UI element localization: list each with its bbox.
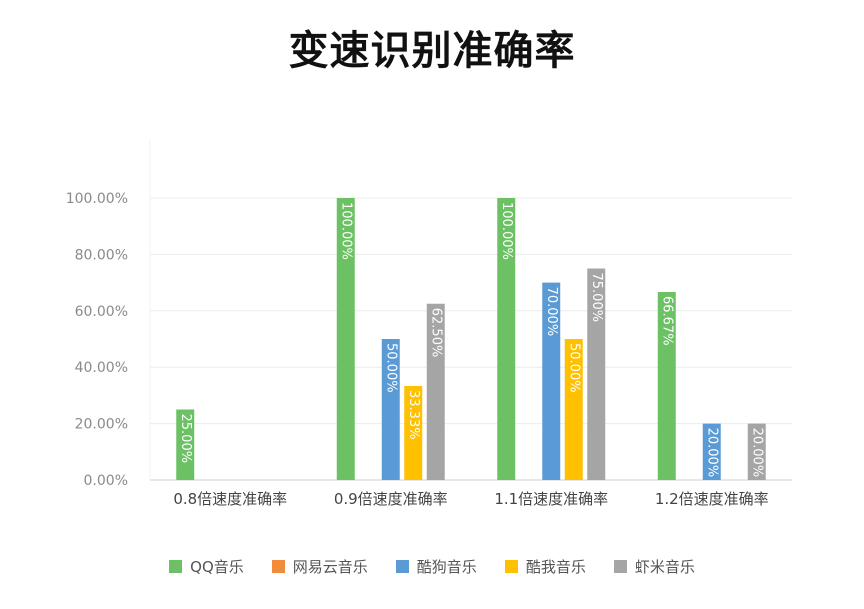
data-label: 20.00% <box>704 428 719 478</box>
data-label: 62.50% <box>428 308 443 358</box>
y-tick-label: 100.00% <box>66 191 128 207</box>
legend-swatch <box>271 560 285 573</box>
data-label: 75.00% <box>589 273 604 323</box>
data-label: 66.67% <box>659 296 674 346</box>
bar <box>404 386 423 480</box>
legend-label: 酷我音乐 <box>525 558 586 576</box>
x-tick-label: 1.1倍速度准确率 <box>494 490 608 508</box>
data-label: 100.00% <box>338 202 353 260</box>
x-tick-label: 0.9倍速度准确率 <box>334 490 448 508</box>
bar <box>587 268 606 480</box>
legend-swatch <box>504 560 518 573</box>
legend-label: QQ音乐 <box>190 558 244 576</box>
data-label: 33.33% <box>406 390 421 440</box>
bar <box>381 339 400 480</box>
legend-label: 虾米音乐 <box>634 558 695 576</box>
bar <box>542 282 561 480</box>
data-label: 25.00% <box>178 414 193 464</box>
legend-item: QQ音乐 <box>169 556 244 577</box>
x-tick-label: 0.8倍速度准确率 <box>173 490 287 508</box>
bar <box>564 339 583 480</box>
legend-item: 虾米音乐 <box>613 556 695 577</box>
legend-swatch <box>169 560 183 573</box>
chart-legend: QQ音乐 网易云音乐 酷狗音乐 酷我音乐 虾米音乐 <box>0 556 864 577</box>
bar <box>747 423 766 480</box>
legend-item: 酷狗音乐 <box>395 556 477 577</box>
bar <box>336 198 355 480</box>
y-tick-label: 0.00% <box>84 473 128 489</box>
legend-label: 网易云音乐 <box>292 558 368 576</box>
x-tick-label: 1.2倍速度准确率 <box>655 490 769 508</box>
bar <box>702 423 721 480</box>
bar <box>426 303 445 480</box>
legend-swatch <box>613 560 627 573</box>
legend-label: 酷狗音乐 <box>416 558 477 576</box>
legend-item: 酷我音乐 <box>504 556 586 577</box>
legend-swatch <box>395 560 409 573</box>
y-tick-label: 40.00% <box>75 360 128 376</box>
data-label: 70.00% <box>544 287 559 337</box>
y-tick-label: 80.00% <box>75 247 128 263</box>
y-tick-label: 20.00% <box>75 417 128 433</box>
data-label: 50.00% <box>566 343 581 393</box>
data-label: 50.00% <box>383 343 398 393</box>
bar <box>176 409 195 480</box>
data-label: 20.00% <box>749 428 764 478</box>
legend-item: 网易云音乐 <box>271 556 368 577</box>
chart-title: 变速识别准确率 <box>288 28 576 74</box>
bar <box>657 291 676 480</box>
y-tick-label: 60.00% <box>75 304 128 320</box>
data-label: 100.00% <box>499 202 514 260</box>
bar <box>497 198 516 480</box>
